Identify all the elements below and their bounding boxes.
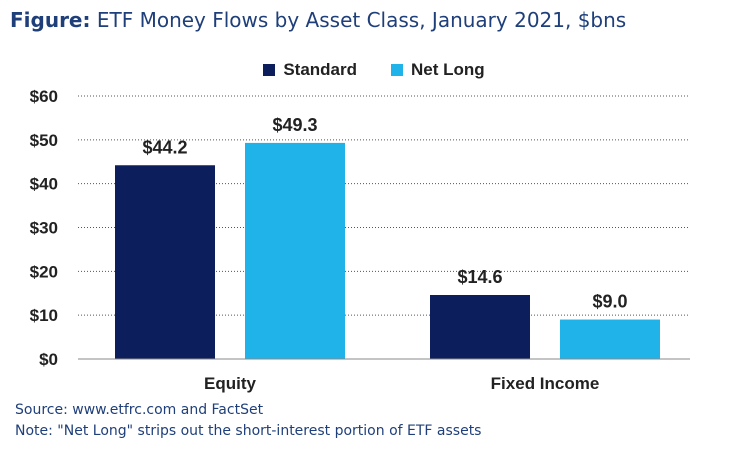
y-tick-label-10: $10 <box>30 306 58 325</box>
data-label-standard-equity: $44.2 <box>142 137 187 157</box>
source-note: Source: www.etfrc.com and FactSet <box>15 402 264 418</box>
footnotes: Source: www.etfrc.com and FactSet Note: … <box>15 400 481 442</box>
y-tick-label-20: $20 <box>30 262 58 281</box>
y-tick-label-40: $40 <box>30 175 58 194</box>
footnote: Note: "Net Long" strips out the short-in… <box>15 423 482 439</box>
y-tick-label-60: $60 <box>30 87 58 106</box>
data-label-standard-fixed-income: $14.6 <box>457 267 502 287</box>
legend: Standard Net Long <box>0 60 748 80</box>
legend-label-net-long: Net Long <box>411 60 485 79</box>
legend-swatch-net-long <box>391 64 404 76</box>
bar-standard-equity <box>115 165 215 359</box>
title-lead: Figure: <box>10 8 91 32</box>
legend-swatch-standard <box>263 64 276 76</box>
y-tick-label-30: $30 <box>30 219 58 238</box>
legend-item-standard: Standard <box>263 60 357 80</box>
bar-net-long-fixed-income <box>560 319 660 359</box>
bar-net-long-equity <box>245 142 345 359</box>
x-tick-label-fixed-income: Fixed Income <box>491 374 600 393</box>
bar-standard-fixed-income <box>430 295 530 359</box>
y-tick-label-0: $0 <box>39 350 58 369</box>
chart-title: Figure: ETF Money Flows by Asset Class, … <box>10 8 626 32</box>
data-label-net-long-equity: $49.3 <box>272 115 317 135</box>
y-tick-label-50: $50 <box>30 131 58 150</box>
data-label-net-long-fixed-income: $9.0 <box>592 292 627 312</box>
x-tick-label-equity: Equity <box>204 374 256 393</box>
title-text: ETF Money Flows by Asset Class, January … <box>96 8 627 32</box>
legend-item-net-long: Net Long <box>391 60 485 80</box>
legend-label-standard: Standard <box>283 60 358 79</box>
